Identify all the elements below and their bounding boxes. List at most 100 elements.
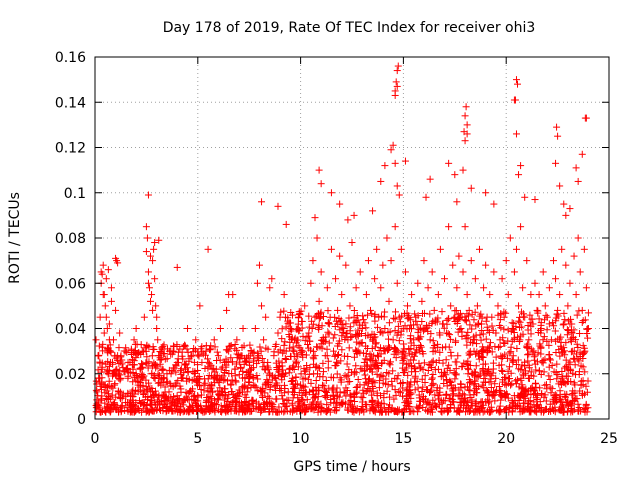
data-point <box>107 284 115 292</box>
data-point <box>428 382 436 390</box>
data-point <box>327 373 335 381</box>
data-point <box>472 385 480 393</box>
data-point <box>527 407 535 415</box>
data-point <box>176 382 184 390</box>
data-point <box>508 325 516 332</box>
data-point <box>426 175 434 183</box>
data-point <box>327 245 335 253</box>
data-point <box>519 399 527 407</box>
data-point <box>381 308 389 316</box>
data-point <box>246 341 254 349</box>
data-point <box>532 366 540 374</box>
data-point <box>457 380 465 388</box>
y-tick-label: 0.02 <box>55 367 86 383</box>
data-point <box>399 357 407 365</box>
data-point <box>215 379 223 387</box>
data-point <box>403 392 411 400</box>
data-point <box>540 368 548 376</box>
data-point <box>235 371 243 379</box>
data-point <box>521 313 529 321</box>
data-point <box>236 363 244 371</box>
data-point <box>372 340 380 348</box>
data-point <box>222 366 230 374</box>
data-point <box>114 259 122 267</box>
data-point <box>400 369 408 377</box>
data-point <box>371 379 379 387</box>
data-point <box>148 362 156 370</box>
data-point <box>379 261 387 269</box>
data-point <box>180 407 188 415</box>
data-point <box>391 345 399 353</box>
data-point <box>100 291 108 299</box>
data-point <box>568 400 576 408</box>
data-point <box>336 388 344 396</box>
data-point <box>130 336 138 344</box>
data-point <box>420 359 428 367</box>
data-point <box>411 372 419 380</box>
data-point <box>188 352 196 360</box>
data-point <box>494 343 502 351</box>
data-point <box>359 405 367 413</box>
data-point <box>445 159 453 167</box>
data-point <box>374 398 382 406</box>
data-point <box>519 385 527 393</box>
data-point <box>115 388 123 396</box>
data-point <box>547 407 555 415</box>
data-point <box>138 371 146 379</box>
data-point <box>103 325 111 332</box>
data-point <box>401 157 409 165</box>
data-point <box>503 390 511 398</box>
data-point <box>562 362 570 370</box>
data-point <box>447 335 455 343</box>
data-point <box>149 392 157 400</box>
data-point <box>264 358 272 366</box>
data-point <box>303 396 311 404</box>
data-point <box>133 340 141 348</box>
data-point <box>512 361 520 369</box>
data-point <box>478 353 486 361</box>
data-point <box>105 320 113 328</box>
data-point <box>444 315 452 323</box>
data-point <box>479 404 487 412</box>
data-point <box>101 399 109 407</box>
data-point <box>537 343 545 351</box>
data-point <box>520 407 528 415</box>
data-point <box>192 378 200 386</box>
data-point <box>142 359 150 367</box>
data-point <box>331 406 339 414</box>
data-point <box>266 284 274 292</box>
data-point <box>524 357 532 365</box>
data-point <box>556 182 564 190</box>
data-point <box>319 336 327 344</box>
data-point <box>386 401 394 409</box>
data-point <box>230 397 238 405</box>
data-point <box>206 346 214 354</box>
data-point <box>424 284 432 292</box>
data-point <box>312 362 320 370</box>
data-point <box>458 332 466 340</box>
data-point <box>576 268 584 276</box>
data-point <box>222 355 230 363</box>
data-point <box>501 340 509 348</box>
data-point <box>475 352 483 360</box>
data-point <box>134 381 142 389</box>
data-point <box>287 309 295 317</box>
data-point <box>535 291 543 299</box>
data-point <box>553 310 561 318</box>
data-point <box>310 370 318 378</box>
data-point <box>143 234 151 242</box>
data-point <box>314 408 322 416</box>
data-point <box>526 311 534 319</box>
data-point <box>560 320 568 328</box>
data-point <box>490 268 498 276</box>
data-point <box>213 348 221 356</box>
data-point <box>485 389 493 397</box>
data-point <box>436 329 444 337</box>
data-point <box>208 382 216 390</box>
data-point <box>325 320 333 328</box>
data-point <box>410 336 418 344</box>
data-point <box>368 391 376 399</box>
data-point <box>467 184 475 192</box>
data-point <box>582 382 590 390</box>
data-point <box>295 308 303 316</box>
